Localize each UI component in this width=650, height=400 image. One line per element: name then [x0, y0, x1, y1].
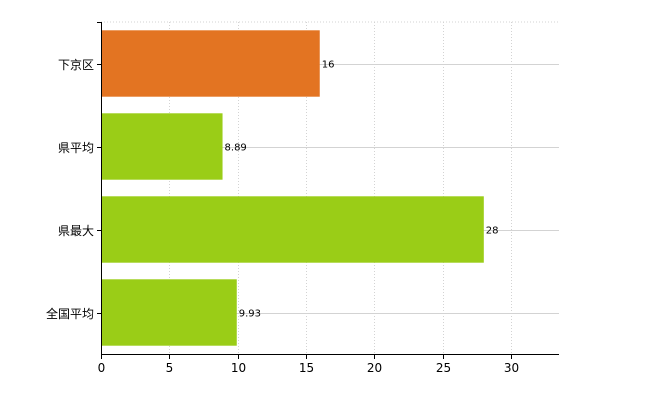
data-label-3: 9.93: [239, 309, 261, 320]
bars: [101, 30, 484, 346]
y-tick-label-1: 県平均: [58, 141, 94, 155]
x-tick-label-30: 30: [504, 361, 519, 375]
y-tick-label-3: 全国平均: [46, 306, 94, 321]
x-tick-label-20: 20: [367, 361, 382, 375]
x-tick-label-15: 15: [299, 361, 314, 375]
bar-2: [101, 196, 484, 263]
y-tick-label-0: 下京区: [58, 58, 94, 72]
x-tick-label-10: 10: [231, 361, 246, 375]
data-label-1: 8.89: [225, 143, 247, 154]
bar-3: [101, 279, 237, 346]
data-label-2: 28: [486, 226, 499, 237]
bar-1: [101, 113, 223, 180]
x-tick-label-5: 5: [166, 361, 174, 375]
x-tick-label-0: 0: [98, 361, 106, 375]
x-tick-label-25: 25: [436, 361, 451, 375]
axes: [97, 22, 559, 359]
y-tick-label-2: 県最大: [58, 224, 94, 238]
data-label-0: 16: [322, 60, 335, 71]
bar-0: [101, 30, 320, 97]
